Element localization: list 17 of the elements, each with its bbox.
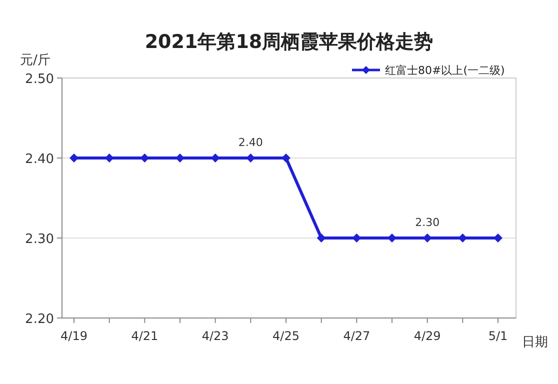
y-tick-label: 2.30 [25, 232, 54, 247]
y-tick-label: 2.20 [25, 312, 54, 327]
chart-title: 2021年第18周栖霞苹果价格走势 [144, 31, 434, 53]
data-label: 2.30 [415, 216, 440, 229]
x-tick-label: 4/29 [414, 329, 441, 343]
x-tick-label: 5/1 [488, 329, 508, 343]
data-label: 2.40 [238, 136, 263, 149]
y-tick-label: 2.50 [25, 72, 54, 87]
y-axis-title: 元/斤 [20, 53, 50, 68]
x-tick-label: 4/21 [131, 329, 158, 343]
x-tick-label: 4/27 [343, 329, 370, 343]
y-tick-label: 2.40 [25, 152, 54, 167]
x-tick-label: 4/25 [272, 329, 300, 343]
x-axis-title: 日期 [522, 335, 548, 350]
x-tick-label: 4/23 [202, 329, 229, 343]
x-tick-label: 4/19 [60, 329, 88, 343]
legend-label: 红富士80#以上(一二级) [385, 64, 505, 77]
